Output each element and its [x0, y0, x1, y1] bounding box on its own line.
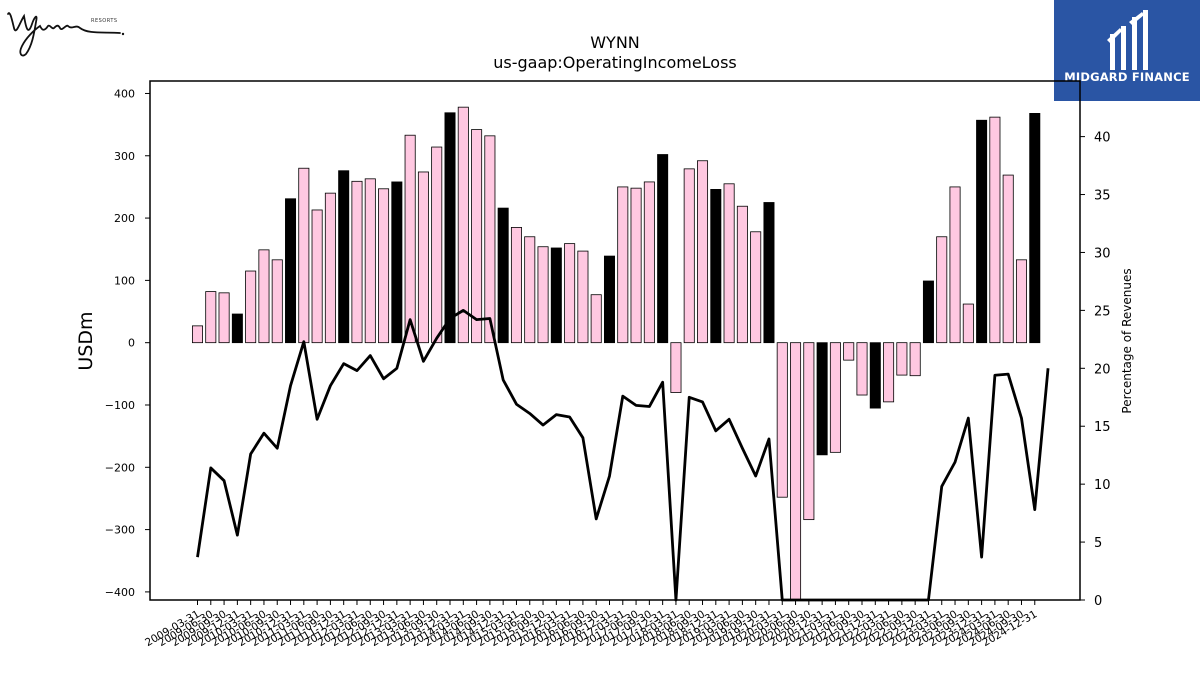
bar — [603, 255, 615, 344]
wynn-resorts-logo: RESORTS — [2, 0, 130, 62]
bar — [484, 135, 496, 344]
bar — [231, 313, 243, 344]
midgard-finance-logo: MIDGARD FINANCE — [1054, 0, 1200, 101]
bar — [829, 342, 841, 453]
bar — [856, 342, 868, 396]
bar — [537, 246, 549, 344]
bar — [218, 292, 230, 344]
bar — [431, 146, 443, 344]
bar — [1029, 113, 1041, 344]
y-tick-label: −200 — [105, 461, 135, 474]
bar — [670, 342, 682, 393]
bar — [590, 294, 602, 344]
brand-name: MIDGARD FINANCE — [1064, 70, 1190, 84]
y2-tick-label: 15 — [1094, 420, 1111, 435]
bar — [750, 231, 762, 344]
bar — [763, 202, 775, 344]
bar — [324, 192, 336, 344]
bar — [471, 129, 483, 344]
bar — [883, 342, 895, 403]
bar — [205, 291, 217, 344]
bar — [869, 342, 881, 409]
y2-tick-label: 25 — [1094, 304, 1111, 319]
bar — [444, 112, 456, 344]
bar — [404, 134, 416, 344]
bar — [936, 236, 948, 344]
bar — [922, 280, 934, 344]
y2-tick-label: 20 — [1094, 362, 1111, 377]
bar — [285, 198, 297, 344]
y2-axis-label: Percentage of Revenues — [1120, 268, 1134, 413]
bar — [723, 183, 735, 344]
bar — [1015, 259, 1027, 344]
bar — [338, 170, 350, 344]
bar — [790, 342, 802, 601]
bar — [271, 259, 283, 344]
y-tick-label: 0 — [128, 337, 135, 350]
y-tick-label: −400 — [105, 586, 135, 599]
y-tick-label: −100 — [105, 399, 135, 412]
y2-tick-label: 30 — [1094, 246, 1111, 261]
bar — [776, 342, 788, 498]
bar — [816, 342, 828, 456]
bar — [736, 205, 748, 344]
bar — [710, 189, 722, 344]
bar — [989, 116, 1001, 344]
bar — [962, 303, 974, 344]
y-tick-label: 200 — [114, 212, 135, 225]
bar — [949, 186, 961, 344]
chart-title: WYNN — [590, 33, 640, 52]
bar — [524, 236, 536, 344]
y-tick-label: −300 — [105, 524, 135, 537]
bar — [617, 186, 629, 344]
bar — [497, 207, 509, 344]
y-tick-label: 300 — [114, 150, 135, 163]
bar — [657, 154, 669, 344]
logo-sub-text: RESORTS — [91, 18, 118, 24]
bar — [630, 187, 642, 344]
bar — [577, 250, 589, 344]
bar — [550, 247, 562, 344]
y-tick-label: 400 — [114, 87, 135, 100]
y-axis-label: USDm — [75, 311, 97, 370]
bar — [298, 167, 310, 344]
y-tick-label: 100 — [114, 274, 135, 287]
bar — [843, 342, 855, 361]
bar — [683, 168, 695, 344]
bar — [258, 249, 270, 344]
bar — [643, 181, 655, 344]
bar — [391, 181, 403, 344]
chart-subtitle: us-gaap:OperatingIncomeLoss — [493, 53, 737, 72]
bar — [378, 188, 390, 344]
bar — [351, 180, 363, 344]
bar — [976, 119, 988, 344]
bar — [510, 227, 522, 344]
bar — [803, 342, 815, 521]
y2-tick-label: 0 — [1094, 594, 1102, 609]
bar — [245, 270, 257, 344]
bar — [697, 160, 709, 344]
bar — [311, 209, 323, 344]
bar — [364, 178, 376, 344]
plot-frame — [149, 80, 1081, 601]
y2-tick-label: 5 — [1094, 536, 1102, 551]
bar — [564, 243, 576, 344]
bar — [417, 171, 429, 344]
y2-tick-label: 40 — [1094, 131, 1111, 146]
bar — [1002, 174, 1014, 344]
bar — [909, 342, 921, 377]
bar — [896, 342, 908, 376]
y2-tick-label: 35 — [1094, 189, 1111, 204]
y2-tick-label: 10 — [1094, 478, 1111, 493]
bar — [457, 106, 469, 344]
bar — [191, 325, 203, 344]
